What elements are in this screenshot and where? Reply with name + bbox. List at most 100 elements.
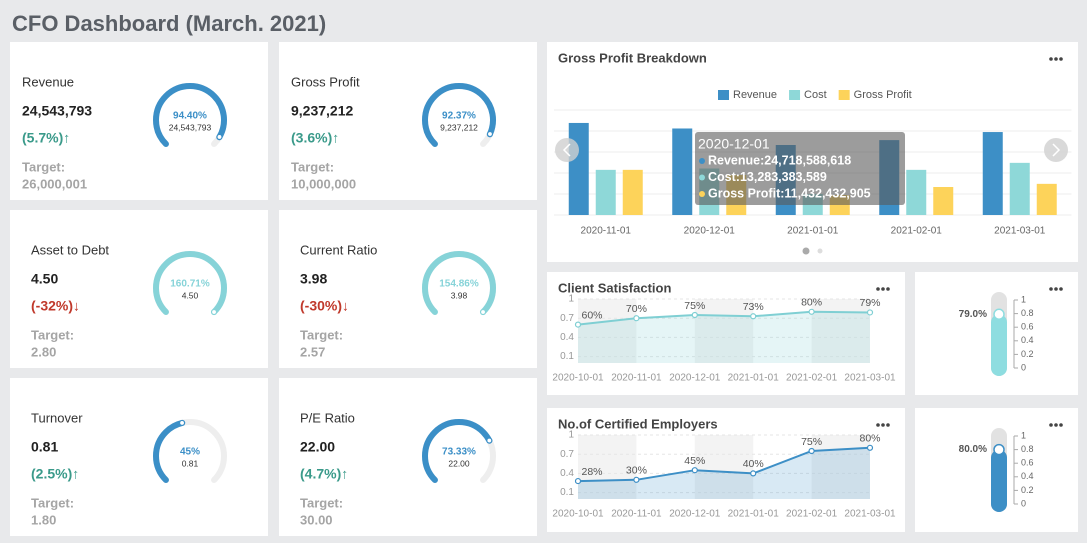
gauge-end-dot <box>210 308 218 316</box>
point <box>633 315 640 322</box>
gauge-value: 4.50 <box>182 290 199 300</box>
nav-next[interactable] <box>1044 138 1068 162</box>
menu-dot[interactable] <box>1059 287 1063 291</box>
x-tick-label: 2021-03-01 <box>994 226 1046 237</box>
kpi-target-label: Target: <box>291 159 334 174</box>
point <box>808 447 815 455</box>
menu-dot[interactable] <box>876 423 880 427</box>
menu-dot[interactable] <box>1054 57 1058 61</box>
kpi-value: 0.81 <box>31 439 58 455</box>
y-tick-label: 0.4 <box>560 332 574 343</box>
nav-prev-icon <box>562 143 571 157</box>
tooltip-item: Revenue:24,718,588,618 <box>708 153 851 167</box>
gauge-end-dot <box>486 130 494 138</box>
area <box>578 447 870 499</box>
kpi-target: 1.80 <box>31 512 56 527</box>
tick-label: 1 <box>1021 430 1026 440</box>
tick-label: 1 <box>1021 294 1026 304</box>
x-tick-label: 2020-11-01 <box>611 373 662 384</box>
x-tick-label: 2021-02-01 <box>786 509 838 520</box>
gauge-arc <box>153 251 227 316</box>
menu-dot[interactable] <box>1059 57 1063 61</box>
menu-dot[interactable] <box>886 287 890 291</box>
y-tick-label: 1 <box>568 430 574 441</box>
gauge-end-dot <box>486 437 493 444</box>
data-label: 79% <box>859 297 880 309</box>
menu-dot[interactable] <box>881 423 885 427</box>
legend-swatch[interactable] <box>718 90 729 100</box>
area <box>578 311 870 363</box>
menu-dot[interactable] <box>886 423 890 427</box>
kpi-change: (3.6%)↑ <box>291 130 339 146</box>
page-dot[interactable] <box>802 247 810 255</box>
kpi-value: 9,237,212 <box>291 103 353 119</box>
tooltip-box <box>695 132 905 205</box>
y-tick-label: 0.4 <box>560 468 574 479</box>
legend-swatch[interactable] <box>789 90 801 100</box>
point <box>633 476 640 483</box>
kpi-target: 2.57 <box>300 344 325 359</box>
menu-dot[interactable] <box>1049 287 1053 291</box>
kpi-target-label: Target: <box>300 327 343 342</box>
gauge-percent: 45% <box>180 447 200 458</box>
legend-swatch[interactable] <box>838 90 850 100</box>
menu-dot[interactable] <box>876 287 880 291</box>
y-tick-label: 0.1 <box>560 487 574 498</box>
legend-label[interactable]: Gross Profit <box>854 89 912 101</box>
gauge-arc <box>422 251 496 316</box>
tick-label: 0.4 <box>1021 471 1034 481</box>
legend-label[interactable]: Revenue <box>733 89 777 101</box>
x-tick-label: 2021-01-01 <box>728 373 780 384</box>
menu-dot[interactable] <box>1049 57 1053 61</box>
menu-dot[interactable] <box>1054 287 1058 291</box>
x-tick-label: 2020-12-01 <box>669 373 721 384</box>
menu-dot[interactable] <box>1054 423 1058 427</box>
bar <box>982 132 1003 215</box>
line <box>577 310 871 326</box>
point <box>750 470 757 477</box>
tick-label: 0.2 <box>1021 485 1034 495</box>
kpi-value: 3.98 <box>300 271 327 287</box>
tooltip-title: 2020-12-01 <box>698 136 770 152</box>
point <box>574 477 582 485</box>
gauge-percent: 92.37% <box>442 111 476 122</box>
nav-prev[interactable] <box>555 138 579 162</box>
menu-dot[interactable] <box>1059 423 1063 427</box>
point <box>574 321 582 328</box>
x-tick-label: 2020-11-01 <box>581 226 632 237</box>
data-label: 45% <box>684 455 705 467</box>
kpi-change: (-30%)↓ <box>300 298 349 314</box>
gauge-value: 24,543,793 <box>169 122 212 132</box>
menu-dot[interactable] <box>881 287 885 291</box>
kpi-target-label: Target: <box>22 159 65 174</box>
data-label: 73% <box>743 301 764 313</box>
kpi-target-label: Target: <box>31 495 74 510</box>
data-label: 75% <box>684 300 705 312</box>
dashboard-title: CFO Dashboard (March. 2021) <box>12 11 326 36</box>
legend-label[interactable]: Cost <box>804 89 827 101</box>
tick-label: 0.4 <box>1021 335 1034 345</box>
kpi-name: Gross Profit <box>291 74 360 89</box>
point <box>808 308 815 315</box>
point <box>750 313 757 320</box>
bar <box>595 169 616 215</box>
gauge-end-dot <box>178 419 186 427</box>
menu-dot[interactable] <box>1049 423 1053 427</box>
band-shade <box>578 435 637 499</box>
y-tick-label: 0.7 <box>560 449 574 460</box>
gauge-end-dot <box>216 133 223 141</box>
kpi-change: (4.7%)↑ <box>300 466 348 482</box>
page-dot[interactable] <box>817 248 823 254</box>
x-tick-label: 2020-12-01 <box>669 509 721 520</box>
data-label: 80% <box>801 297 822 309</box>
tooltip-bullet <box>699 158 705 164</box>
gauge-arc <box>422 83 496 148</box>
x-tick-label: 2021-01-01 <box>787 226 839 237</box>
tick-label: 0 <box>1021 498 1026 508</box>
chart-title: No.of Certified Employers <box>558 416 718 431</box>
gauge-arc <box>422 419 496 484</box>
kpi-value: 24,543,793 <box>22 103 92 119</box>
thermo-value: 80.0% <box>959 444 987 455</box>
data-label: 30% <box>626 465 647 477</box>
